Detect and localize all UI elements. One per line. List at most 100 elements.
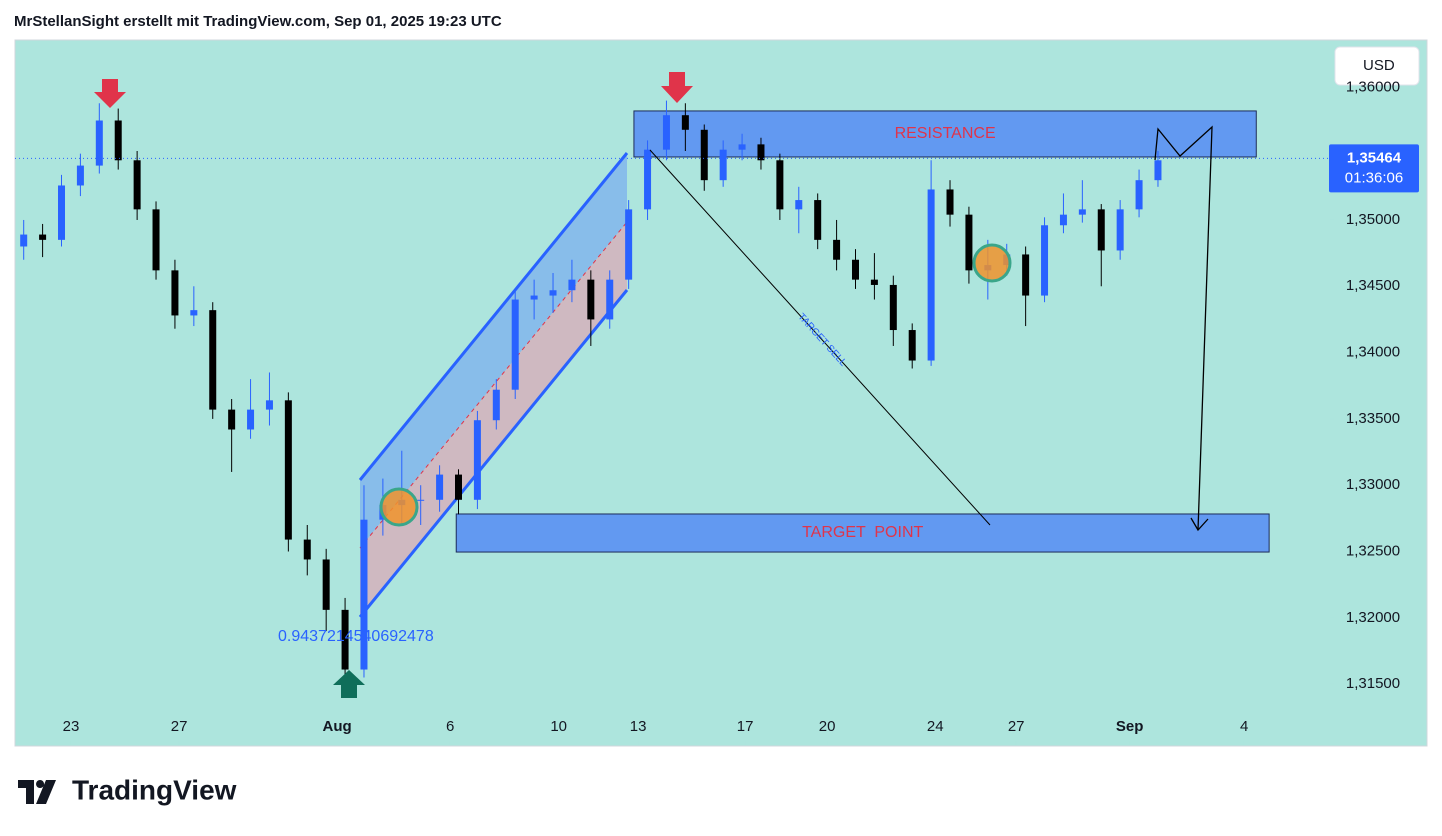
zone [633,110,1257,158]
candle-body [171,270,179,316]
target-sell-line [649,149,991,526]
zone-label: RESISTANCE [895,125,996,142]
x-tick-label: 10 [550,718,567,735]
candle-body [776,160,784,210]
x-tick-label: 6 [446,718,454,735]
y-tick-label: 1,36000 [1346,78,1400,95]
x-tick-label: 17 [737,718,754,735]
candle-body [738,144,746,150]
candle-body [1059,214,1067,226]
candle-body [530,295,538,300]
candle-body [1078,209,1086,215]
y-tick-label: 1,33000 [1346,476,1400,493]
candle-body [870,279,878,285]
x-tick-label: 4 [1240,718,1248,735]
projection-path [1154,125,1213,531]
candle-body [360,519,368,670]
candle-body [1154,160,1162,181]
candle-body [644,149,652,210]
candle-body [492,389,500,421]
x-tick-label: 27 [1008,718,1025,735]
channel-line [358,152,629,481]
candle-body [511,299,519,390]
down-arrow [661,72,693,103]
candle-body [58,185,66,240]
zone-label: TARGET POINT [802,524,923,541]
candle-body [341,609,349,670]
candle-body [209,310,217,410]
y-tick-label: 1,32000 [1346,609,1400,626]
candle-body [625,209,633,280]
candle-body [927,189,935,361]
logo-icon [18,780,56,804]
candle-body [1022,254,1030,296]
candle-body [152,209,160,271]
candle-body [303,539,311,560]
candle-body [795,200,803,210]
candle-body [1135,180,1143,210]
candle-body [1041,225,1049,296]
y-tick-label: 1,33500 [1346,410,1400,427]
y-tick-label: 1,34000 [1346,344,1400,361]
x-tick-label: 13 [630,718,647,735]
candle-body [228,409,236,430]
candle-body [587,279,595,320]
last-price-box [1329,144,1419,193]
candle-body [662,115,670,150]
x-tick-label: Aug [323,718,352,735]
candle-body [719,149,727,181]
y-tick-label: 1,34500 [1346,277,1400,294]
candle-body [284,400,292,540]
y-tick-label: 1,32500 [1346,542,1400,559]
down-arrow [94,79,126,108]
x-tick-label: 27 [171,718,188,735]
logo-text: TradingView [72,774,237,805]
candle-body [322,559,330,610]
candle-body [417,499,425,501]
candle-body [20,234,28,247]
candle-body [76,165,84,186]
candle-body [681,115,689,130]
y-tick-label: 1,35000 [1346,211,1400,228]
channel-mid [359,221,628,549]
countdown: 01:36:06 [1345,169,1403,186]
annotation: 0.9437214540692478 [278,628,434,645]
currency-label: USD [1363,57,1395,74]
x-tick-label: 23 [63,718,80,735]
x-tick-label: 20 [819,718,836,735]
candle-body [814,200,822,240]
arrow-head [1190,517,1209,532]
candle-body [114,120,122,161]
candle-body [851,259,859,280]
candle-body [889,284,897,331]
currency-button[interactable] [1334,46,1420,86]
candle-body [473,420,481,500]
candle-body [1116,209,1124,251]
candle-body [833,239,841,260]
candle-body [247,409,255,430]
candle-body [946,189,954,215]
candle-body [455,474,463,500]
candle-body [757,144,765,161]
x-tick-label: 24 [927,718,944,735]
candle-body [965,214,973,271]
candle-body [1097,209,1105,251]
candle-body [908,330,916,361]
up-arrow [333,670,365,698]
candle-body [190,310,198,316]
header-title: MrStellanSight erstellt mit TradingView.… [14,13,502,30]
candle-body [95,120,103,166]
candle-body [549,290,557,296]
candle-body [133,160,141,210]
candle-body [606,279,614,320]
channel-upper [360,153,627,548]
candle-body [436,474,444,500]
candle-body [39,234,47,240]
last-price-label: 1,35464 [1347,149,1402,166]
x-tick-label: Sep [1116,718,1144,735]
highlight-circle [972,243,1012,283]
zone [455,513,1270,553]
channel-line [358,289,629,618]
candle-body [700,129,708,181]
